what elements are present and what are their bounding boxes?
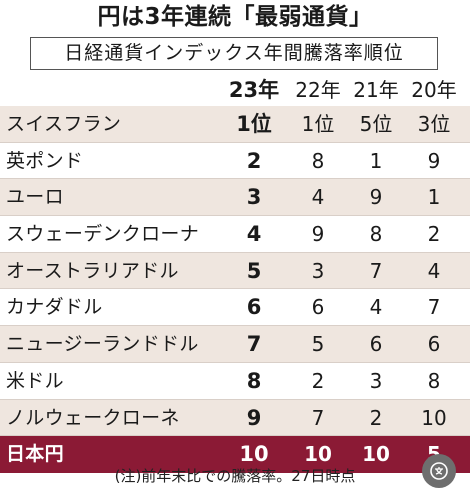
- table-row: ニュージーランドドル 7 5 6 6: [0, 326, 470, 363]
- currency-name: ユーロ: [6, 186, 64, 209]
- table-row: 米ドル 8 2 3 8: [0, 363, 470, 400]
- rank-20: 2: [427, 222, 441, 247]
- currency-name: オーストラリアドル: [6, 259, 179, 282]
- rank-23: 2: [246, 148, 262, 173]
- column-header-21: 21年: [353, 78, 399, 102]
- ranking-table: スイスフラン 1位 1位 5位 3位 英ポンド 2 8 1 9 ユーロ 3 4 …: [0, 106, 470, 473]
- rank-21: 3: [369, 368, 383, 393]
- currency-name: スウェーデンクローナ: [6, 223, 200, 246]
- rank-20: 9: [427, 148, 441, 173]
- translate-icon[interactable]: [422, 454, 456, 488]
- rank-21: 8: [369, 222, 383, 247]
- rank-21: 6: [369, 332, 383, 357]
- currency-name: ノルウェークローネ: [6, 406, 180, 429]
- currency-name: スイスフラン: [6, 113, 122, 135]
- rank-23: 6: [246, 295, 262, 320]
- table-row: 英ポンド 2 8 1 9: [0, 143, 470, 180]
- rank-21: 9: [369, 185, 383, 210]
- rank-22: 9: [311, 222, 325, 247]
- rank-21: 1: [369, 148, 383, 173]
- rank-23: 5: [246, 258, 262, 283]
- footnote: (注)前年末比での騰落率。27日時点: [114, 467, 356, 485]
- table-row: オーストラリアドル 5 3 7 4: [0, 252, 470, 290]
- rank-20: 1: [427, 185, 441, 210]
- table-header: 23年 22年 21年 20年: [0, 74, 470, 106]
- rank-21: 4: [369, 295, 383, 320]
- table-row: カナダドル 6 6 4 7: [0, 289, 470, 327]
- rank-21: 10: [362, 442, 390, 467]
- currency-name: カナダドル: [6, 296, 103, 319]
- currency-name: 日本円: [6, 443, 64, 466]
- currency-name: 米ドル: [6, 369, 64, 392]
- rank-23: 7: [246, 332, 262, 357]
- rank-22: 5: [311, 332, 325, 357]
- rank-20: 10: [421, 405, 447, 430]
- rank-21: 5位: [359, 112, 393, 136]
- rank-22: 4: [311, 185, 325, 210]
- rank-23: 10: [239, 442, 269, 467]
- rank-20: 3位: [417, 112, 451, 136]
- table-row: ノルウェークローネ 9 7 2 10: [0, 399, 470, 437]
- rank-20: 4: [427, 258, 441, 283]
- table-subtitle: 日経通貨インデックス年間騰落率順位: [30, 37, 438, 70]
- rank-23: 1位: [236, 112, 272, 136]
- rank-22: 3: [311, 258, 325, 283]
- column-header-23: 23年: [228, 78, 280, 102]
- rank-20: 6: [427, 332, 441, 357]
- currency-name: ニュージーランドドル: [6, 333, 199, 356]
- column-header-22: 22年: [295, 78, 341, 102]
- rank-22: 2: [311, 368, 325, 393]
- column-header-20: 20年: [411, 78, 457, 102]
- rank-22: 1位: [301, 112, 335, 136]
- rank-22: 10: [304, 442, 332, 467]
- currency-name: 英ポンド: [6, 149, 84, 172]
- rank-23: 9: [246, 405, 262, 430]
- table-row: ユーロ 3 4 9 1: [0, 179, 470, 217]
- translate-icon-glyph: [430, 462, 448, 480]
- chart-title: 円は3年連続「最弱通貨」: [97, 4, 373, 30]
- rank-20: 7: [427, 295, 441, 320]
- table-row: スイスフラン 1位 1位 5位 3位: [0, 106, 470, 143]
- rank-21: 7: [369, 258, 383, 283]
- rank-21: 2: [369, 405, 383, 430]
- table-row-japanese-yen: 日本円 10 10 10 5: [0, 436, 470, 473]
- rank-23: 3: [246, 185, 262, 210]
- rank-23: 4: [246, 222, 262, 247]
- rank-22: 7: [311, 405, 325, 430]
- rank-23: 8: [246, 368, 262, 393]
- rank-22: 8: [311, 148, 325, 173]
- table-row: スウェーデンクローナ 4 9 8 2: [0, 216, 470, 253]
- rank-20: 8: [427, 368, 441, 393]
- rank-22: 6: [311, 295, 325, 320]
